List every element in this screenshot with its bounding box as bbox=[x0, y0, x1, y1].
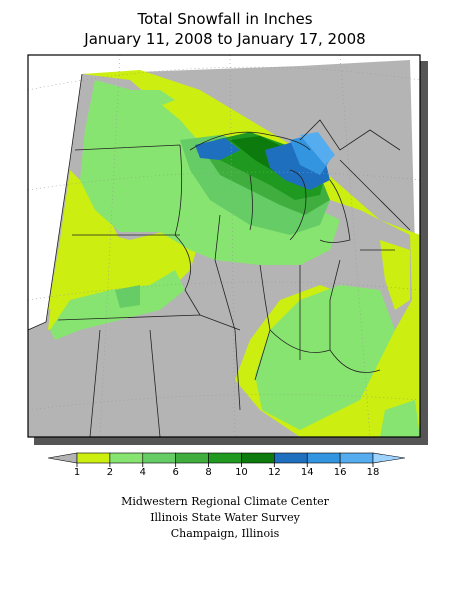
legend-swatch bbox=[175, 452, 209, 464]
region bbox=[380, 240, 410, 310]
region bbox=[120, 90, 175, 110]
legend-tick-label: 12 bbox=[268, 467, 281, 478]
region bbox=[380, 400, 420, 437]
legend-swatch bbox=[339, 452, 374, 464]
region bbox=[115, 285, 140, 308]
boundary bbox=[28, 73, 83, 331]
legend-tick-label: 8 bbox=[205, 467, 211, 478]
legend-tick-label: 10 bbox=[235, 467, 248, 478]
title: Total Snowfall in Inches bbox=[136, 10, 312, 28]
legend-swatch bbox=[109, 452, 144, 464]
legend-tick-label: 4 bbox=[140, 467, 146, 478]
credit-line: Champaign, Illinois bbox=[171, 527, 280, 540]
legend-swatch bbox=[208, 452, 242, 464]
legend-swatch bbox=[241, 452, 275, 464]
legend-swatch bbox=[274, 452, 308, 464]
legend-swatch bbox=[47, 452, 78, 464]
region bbox=[290, 135, 330, 175]
legend-swatch bbox=[142, 452, 176, 464]
legend-tick-label: 16 bbox=[334, 467, 347, 478]
map-frame bbox=[27, 54, 421, 438]
region bbox=[300, 132, 335, 165]
legend-swatch bbox=[372, 452, 406, 464]
region bbox=[255, 285, 395, 430]
legend-tick-label: 18 bbox=[367, 467, 380, 478]
region bbox=[195, 138, 240, 160]
legend-tick-label: 6 bbox=[172, 467, 178, 478]
legend-swatch bbox=[76, 452, 111, 464]
region bbox=[50, 270, 185, 340]
legend-swatch bbox=[306, 452, 341, 464]
credit-line: Midwestern Regional Climate Center bbox=[121, 495, 330, 508]
subtitle: January 11, 2008 to January 17, 2008 bbox=[83, 30, 365, 48]
legend-tick-label: 2 bbox=[107, 467, 113, 478]
snowfall-regions bbox=[28, 60, 420, 437]
legend: 1 2 4 6 8 10 12 14 16 18 bbox=[47, 452, 406, 478]
credit-line: Illinois State Water Survey bbox=[150, 511, 300, 524]
boundaries bbox=[28, 55, 420, 437]
legend-tick-label: 14 bbox=[301, 467, 314, 478]
boundary bbox=[57, 144, 381, 437]
legend-tick-label: 1 bbox=[74, 467, 80, 478]
lake-outline bbox=[189, 119, 411, 251]
